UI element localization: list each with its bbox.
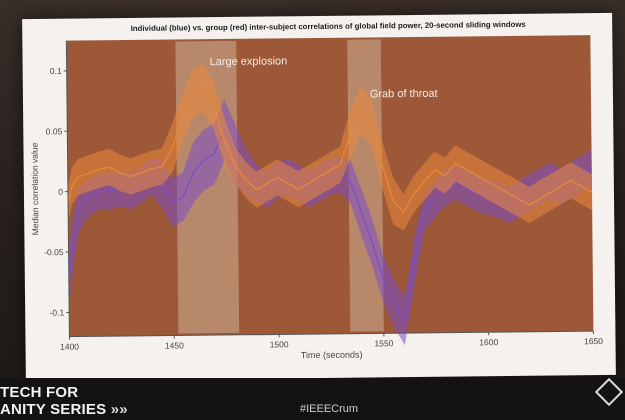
y-axis	[65, 40, 70, 337]
y-tick-label: 0.05	[46, 126, 63, 136]
chart: Large explosion Grab of throat 1400 1450 150…	[29, 20, 603, 361]
x-tick-label: 1400	[60, 342, 79, 352]
event-brand: TECH FOR ANITY SERIES »»	[0, 384, 128, 418]
brand-line-1: TECH FOR	[0, 384, 79, 401]
y-tick-label: -0.1	[49, 308, 64, 318]
x-tick-label: 1650	[584, 336, 603, 346]
series-band-1	[68, 99, 592, 346]
y-axis-label: Median correlation value	[29, 142, 40, 235]
y-tick-label: 0.1	[50, 66, 62, 76]
x-axis-label: Time (seconds)	[301, 350, 363, 361]
series-line-2	[67, 86, 593, 214]
series-band-2	[67, 63, 593, 231]
highlight-label-2: Grab of throat	[370, 88, 438, 101]
brand-arrows: »»	[110, 401, 128, 418]
x-tick-label: 1450	[165, 340, 184, 350]
x-tick-label: 1550	[374, 338, 393, 348]
brand-line-2-text: ANITY SERIES	[0, 401, 107, 418]
highlight-label-1: Large explosion	[210, 55, 288, 68]
footer-bar	[0, 378, 625, 420]
chart-title: Individual (blue) vs. group (red) inter-…	[131, 20, 527, 33]
hashtag: #IEEECrum	[300, 403, 359, 415]
x-tick-label: 1500	[270, 339, 289, 349]
projection-screen: Large explosion Grab of throat 1400 1450 150…	[22, 12, 616, 382]
brand-line-2: ANITY SERIES »»	[0, 401, 128, 418]
y-tick-label: -0.05	[44, 247, 64, 257]
x-tick-label: 1600	[479, 337, 498, 347]
x-axis	[69, 330, 594, 338]
y-tick-label: 0	[58, 187, 63, 197]
